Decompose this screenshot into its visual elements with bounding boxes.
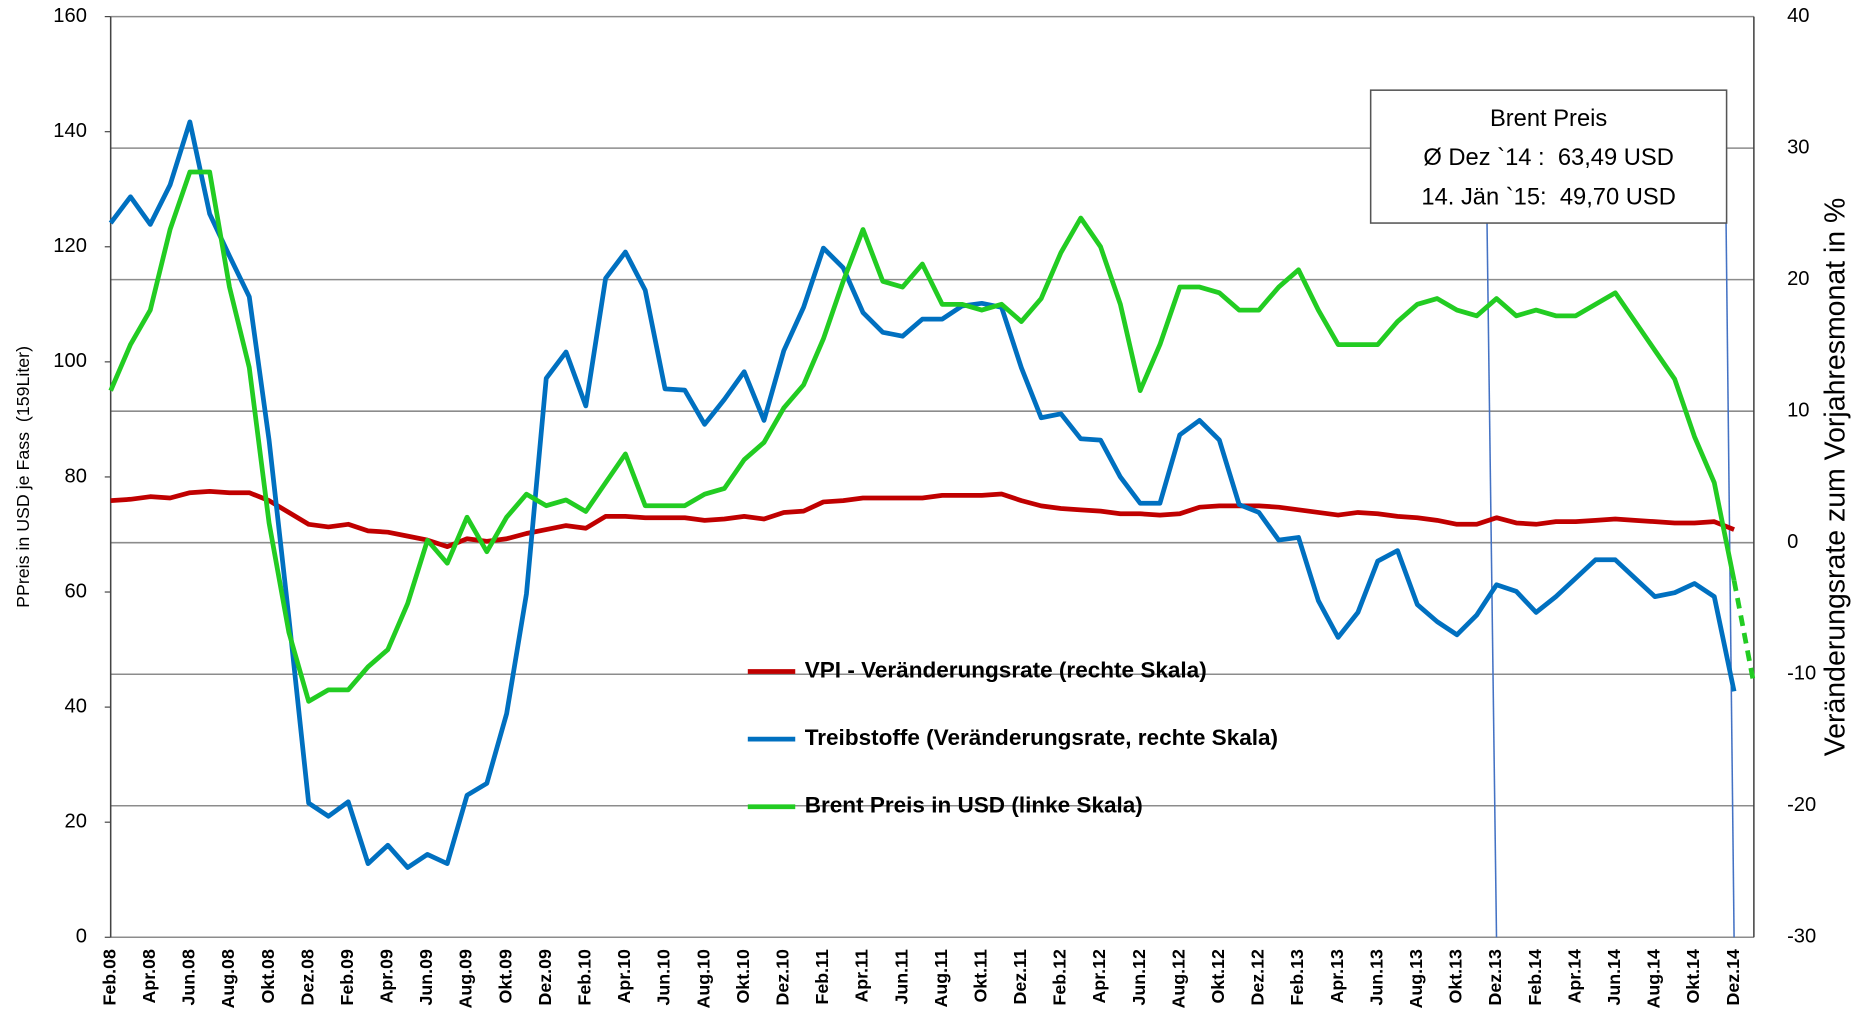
x-tick-label: Jun.12 (1129, 949, 1149, 1005)
x-tick-label: Feb.08 (99, 949, 119, 1005)
x-tick-label: Apr.14 (1564, 949, 1584, 1003)
x-tick-label: Aug.14 (1644, 949, 1664, 1008)
annotation-pointer (1723, 90, 1735, 938)
x-tick-label: Dez.09 (535, 949, 555, 1005)
x-tick-label: Okt.12 (1208, 949, 1228, 1003)
y2-tick-label: 20 (1787, 268, 1809, 290)
x-tick-label: Okt.09 (495, 949, 515, 1003)
x-tick-label: Okt.14 (1683, 949, 1703, 1003)
annotation-text: 14. Jän `15: 49,70 USD (1421, 184, 1675, 210)
y-axis-title: PPreis in USD je Fass (159Liter) (13, 346, 33, 608)
x-tick-label: Apr.13 (1327, 949, 1347, 1003)
x-tick-label: Jun.08 (179, 949, 199, 1005)
x-tick-label: Dez.12 (1248, 949, 1268, 1005)
x-tick-label: Dez.14 (1723, 949, 1743, 1005)
x-tick-label: Feb.09 (337, 949, 357, 1005)
x-tick-label: Aug.10 (693, 949, 713, 1008)
annotation-box (1369, 89, 1728, 224)
x-tick-label: Apr.10 (614, 949, 634, 1003)
x-tick-label: Jun.14 (1604, 949, 1624, 1005)
y2-tick-label: -20 (1787, 794, 1816, 816)
x-tick-label: Aug.12 (1168, 949, 1188, 1008)
y-tick-label: 160 (53, 5, 87, 27)
legend-label: Brent Preis in USD (linke Skala) (805, 793, 1143, 818)
y-tick-label: 60 (65, 580, 87, 602)
x-tick-label: Okt.10 (733, 949, 753, 1003)
x-tick-label: Aug.09 (456, 949, 476, 1008)
x-tick-label: Aug.11 (931, 949, 951, 1007)
y-tick-label: 140 (53, 120, 87, 142)
x-tick-label: Jun.09 (416, 949, 436, 1005)
x-tick-label: Feb.10 (575, 949, 595, 1005)
y-tick-label: 100 (53, 350, 87, 372)
x-tick-label: Jun.13 (1366, 949, 1386, 1005)
series-line (110, 489, 1735, 550)
y-tick-label: 20 (65, 811, 87, 833)
x-tick-label: Feb.13 (1287, 949, 1307, 1005)
series-line-dashed (1731, 580, 1757, 685)
series-line (108, 119, 1737, 870)
x-tick-label: Dez.13 (1485, 949, 1505, 1005)
series-line (108, 169, 1737, 704)
x-tick-label: Feb.11 (812, 949, 832, 1004)
x-tick-label: Dez.08 (297, 949, 317, 1005)
x-tick-label: Feb.12 (1050, 949, 1070, 1005)
x-tick-label: Jun.11 (891, 949, 911, 1004)
y-tick-label: 120 (53, 235, 87, 257)
x-tick-label: Dez.10 (773, 949, 793, 1005)
annotation-pointer (1486, 223, 1498, 938)
y2-tick-label: -10 (1787, 663, 1816, 685)
y2-tick-label: 10 (1787, 400, 1809, 422)
x-tick-label: Jun.10 (654, 949, 674, 1005)
y2-tick-label: -30 (1787, 926, 1816, 948)
y-tick-label: 80 (65, 465, 87, 487)
x-tick-label: Apr.08 (139, 949, 159, 1003)
y2-tick-label: 0 (1787, 531, 1798, 553)
y-tick-label: 0 (76, 926, 87, 948)
x-tick-label: Dez.11 (1010, 949, 1030, 1004)
y2-axis-title: Veränderungsrate zum Vorjahresmonat in % (1819, 198, 1851, 757)
y2-tick-label: 30 (1787, 136, 1809, 158)
annotation-text: Ø Dez `14 : 63,49 USD (1423, 145, 1673, 171)
x-tick-label: Aug.13 (1406, 949, 1426, 1008)
x-tick-label: Apr.09 (377, 949, 397, 1003)
x-tick-label: Okt.11 (970, 949, 990, 1002)
x-tick-label: Apr.12 (1089, 949, 1109, 1003)
x-tick-label: Apr.11 (852, 949, 872, 1002)
x-tick-label: Feb.14 (1525, 949, 1545, 1005)
x-tick-label: Aug.08 (218, 949, 238, 1008)
x-tick-label: Okt.13 (1446, 949, 1466, 1003)
y2-tick-label: 40 (1787, 5, 1809, 27)
x-tick-label: Okt.08 (258, 949, 278, 1003)
y-tick-label: 40 (65, 695, 87, 717)
legend-label: Treibstoffe (Veränderungsrate, rechte Sk… (805, 725, 1278, 750)
legend-label: VPI - Veränderungsrate (rechte Skala) (805, 657, 1207, 682)
annotation-text: Brent Preis (1490, 106, 1607, 132)
